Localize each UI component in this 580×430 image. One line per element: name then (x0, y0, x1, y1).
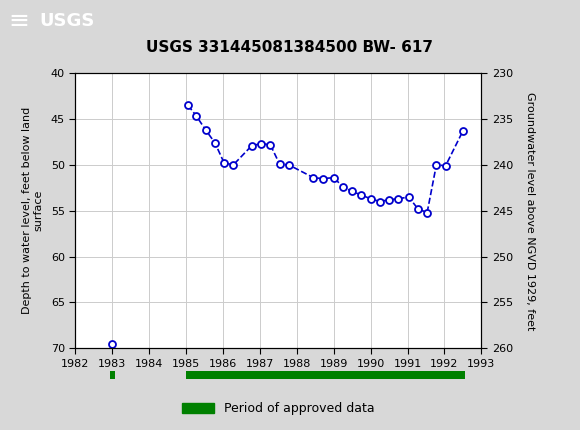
Y-axis label: Depth to water level, feet below land
surface: Depth to water level, feet below land su… (22, 107, 44, 314)
Legend: Period of approved data: Period of approved data (183, 402, 374, 415)
Bar (186, 371, 465, 379)
Text: USGS: USGS (39, 12, 95, 31)
Text: ≡: ≡ (9, 9, 30, 34)
Y-axis label: Groundwater level above NGVD 1929, feet: Groundwater level above NGVD 1929, feet (525, 92, 535, 330)
Bar (110, 371, 114, 379)
Text: USGS 331445081384500 BW- 617: USGS 331445081384500 BW- 617 (147, 40, 433, 55)
